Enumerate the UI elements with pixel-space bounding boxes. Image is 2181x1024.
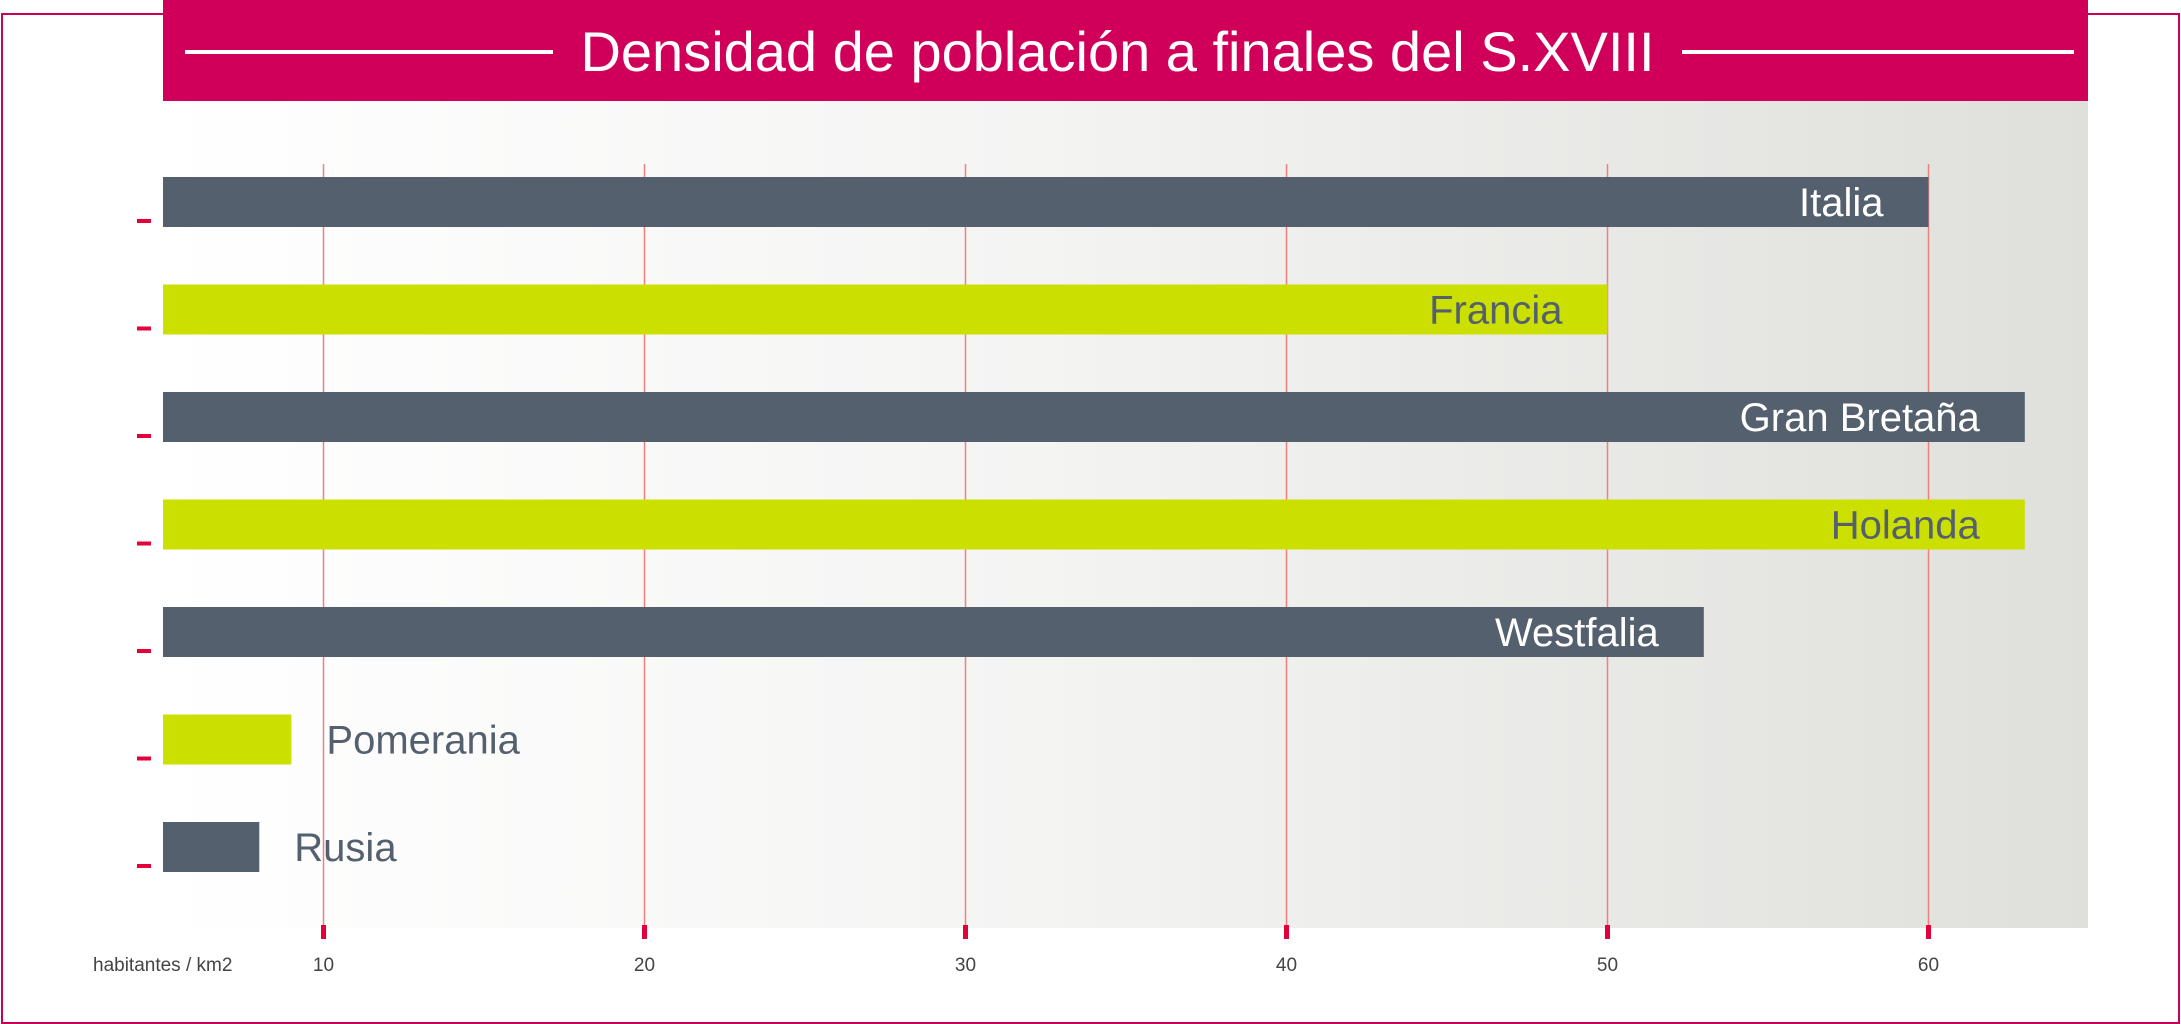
row-marker <box>137 756 151 761</box>
x-axis-tick <box>1605 925 1610 939</box>
x-tick-label: 20 <box>634 955 655 976</box>
bar-label: Westfalia <box>1495 611 1660 655</box>
bar-holanda <box>163 499 2025 550</box>
bar-rusia <box>163 822 260 872</box>
x-axis-tick <box>321 925 326 939</box>
x-tick-label: 40 <box>1276 955 1297 976</box>
bar-westfalia <box>163 607 1704 657</box>
row-marker <box>137 649 151 653</box>
chart-title: Densidad de población a finales del S.XV… <box>580 20 1655 83</box>
x-tick-label: 50 <box>1597 955 1618 976</box>
bar-francia <box>163 284 1608 335</box>
title-decor-line-right <box>1682 50 2074 54</box>
x-tick-label: 10 <box>313 955 334 976</box>
x-tick-label: 60 <box>1918 955 1939 976</box>
bar-gran-bretaña <box>163 392 2025 442</box>
x-axis-tick <box>642 925 647 939</box>
bar-pomerania <box>163 714 292 765</box>
bar-label: Gran Bretaña <box>1740 396 1981 440</box>
bar-label: Francia <box>1429 289 1563 333</box>
title-decor-line-left <box>185 50 553 54</box>
x-axis-tick <box>1926 925 1931 939</box>
x-tick-label: 30 <box>955 955 976 976</box>
row-marker <box>137 434 151 438</box>
bar-italia <box>163 177 1929 227</box>
row-marker <box>137 326 151 331</box>
row-marker <box>137 219 151 223</box>
row-marker <box>137 864 151 868</box>
bar-label: Pomerania <box>326 719 520 763</box>
row-marker <box>137 541 151 546</box>
bar-label: Rusia <box>294 826 397 870</box>
bar-label: Italia <box>1799 181 1884 225</box>
x-axis-tick <box>1284 925 1289 939</box>
x-axis-tick <box>963 925 968 939</box>
x-axis-label: habitantes / km2 <box>93 955 232 976</box>
bar-label: Holanda <box>1831 504 1981 548</box>
